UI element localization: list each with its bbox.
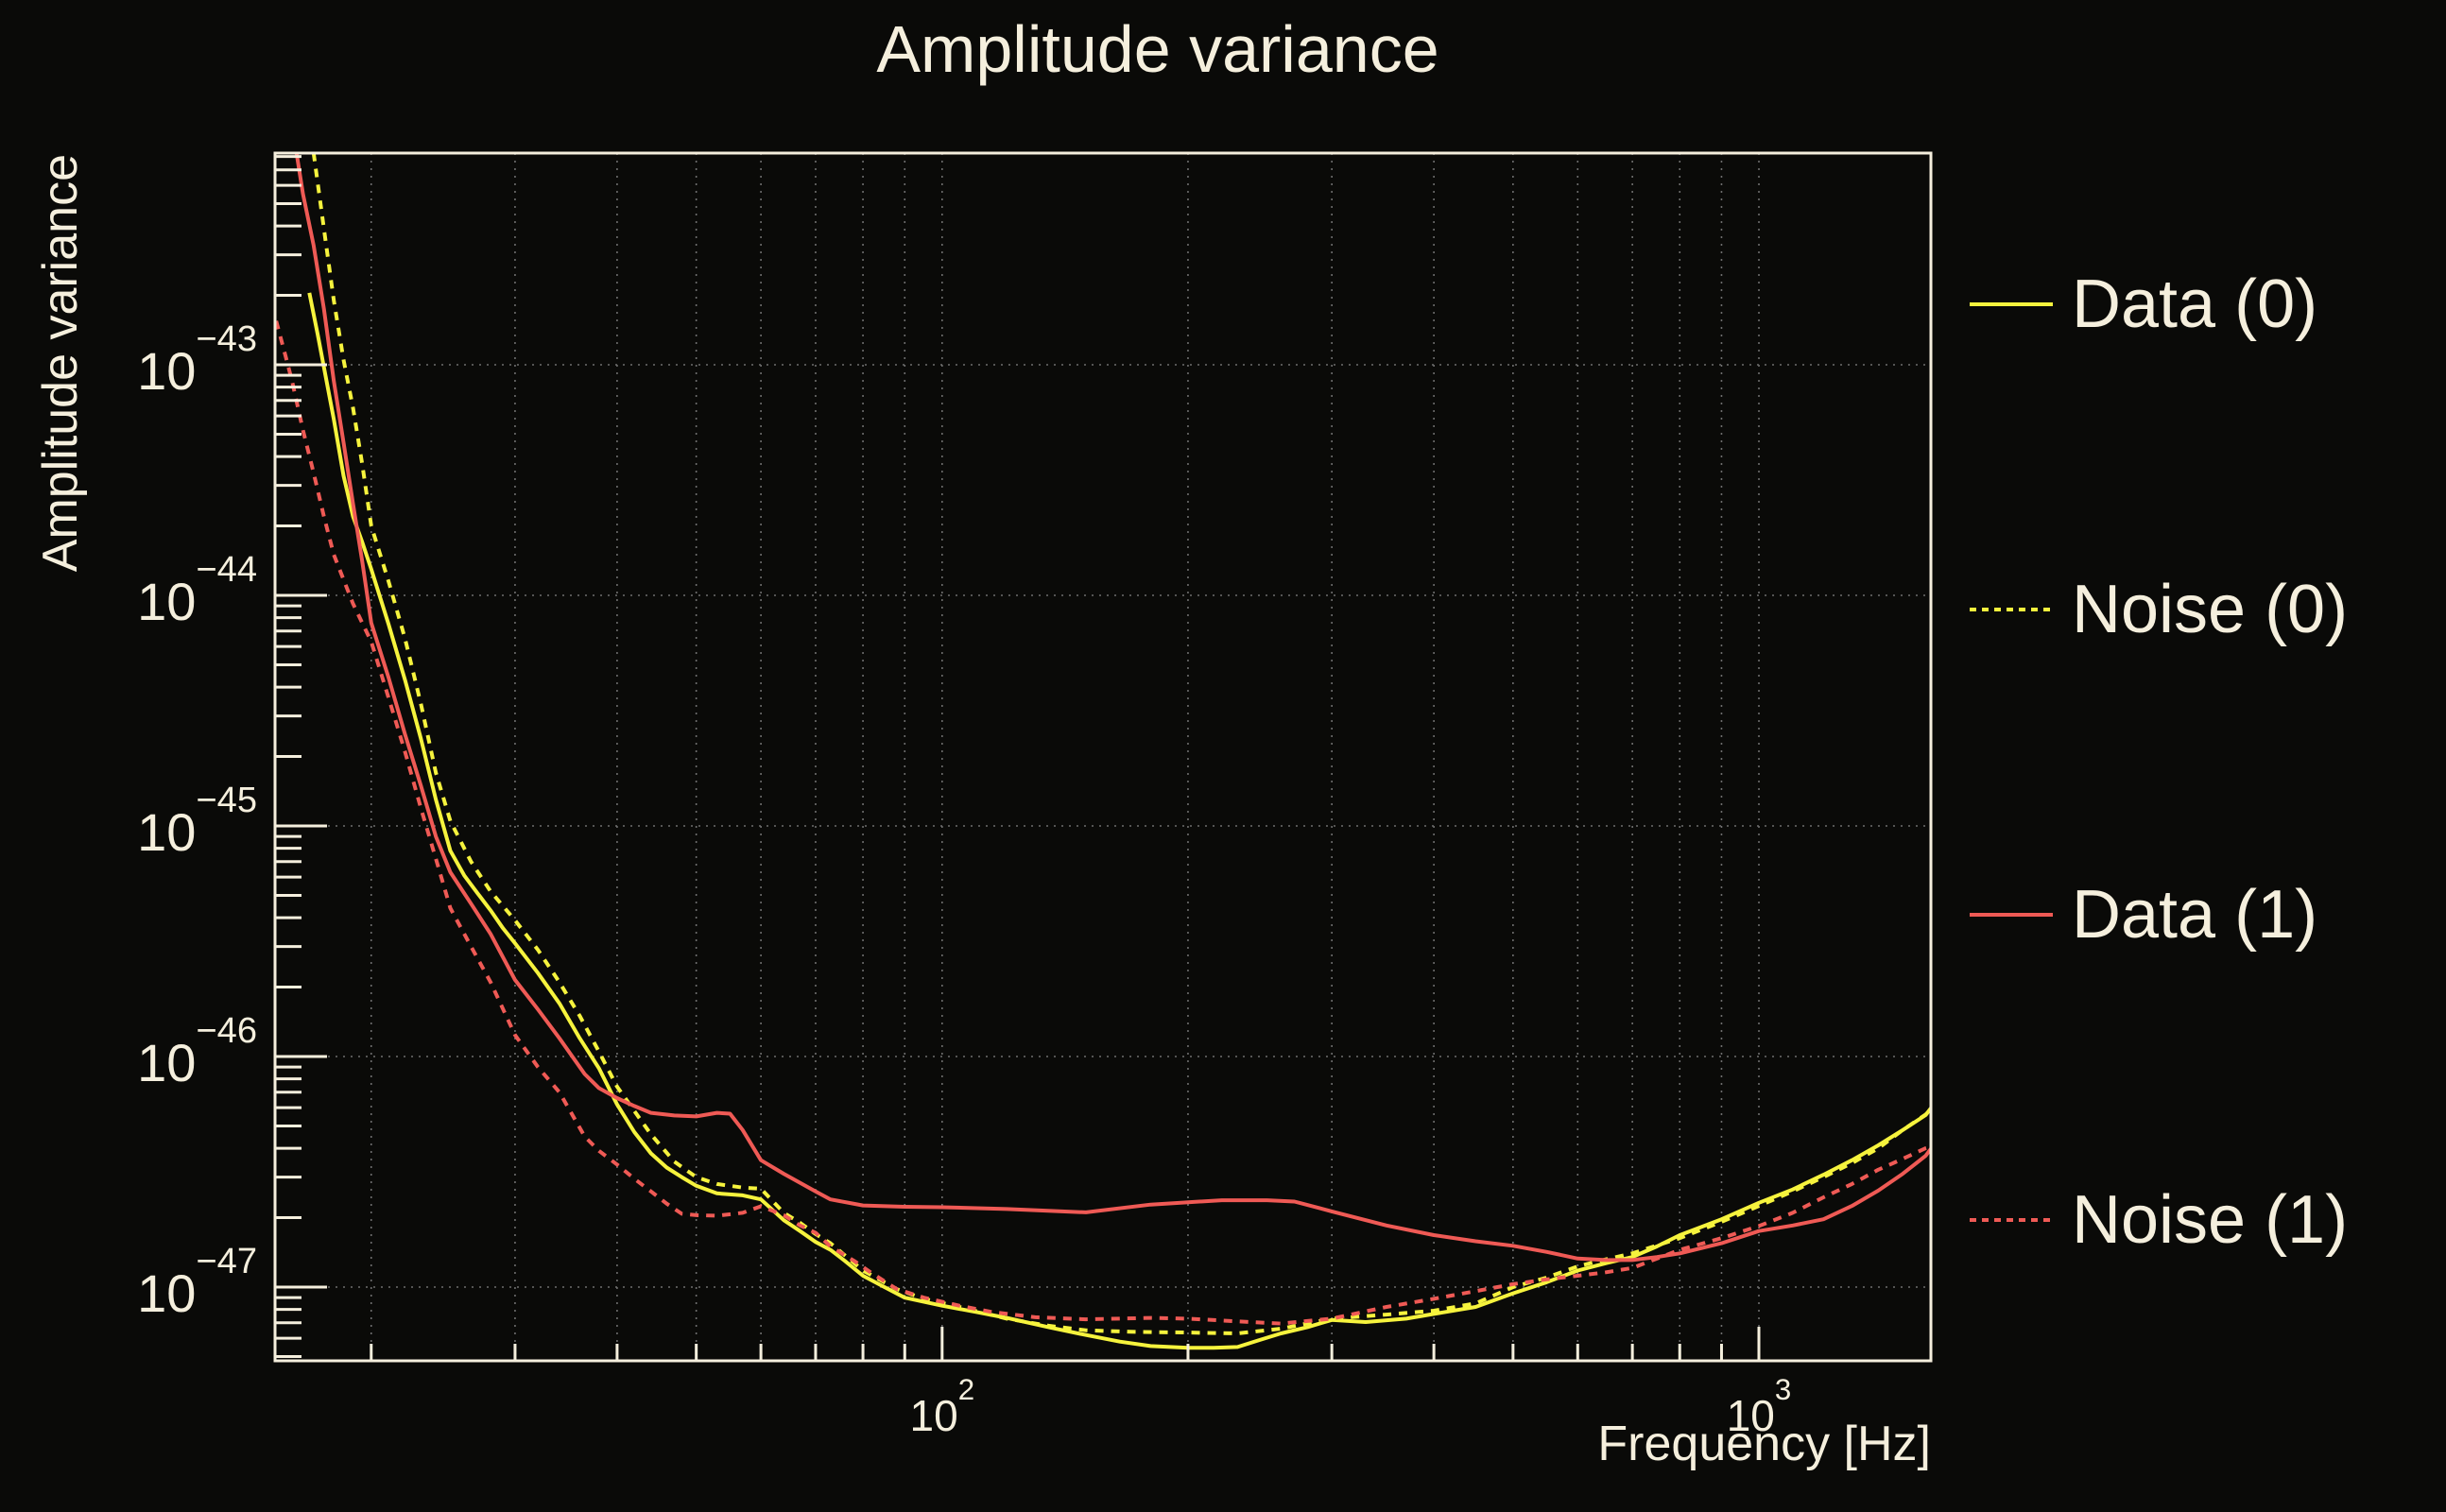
y-tick-label-1e-43: 10−43 <box>137 319 257 401</box>
curve-noise-1 <box>275 320 1931 1326</box>
y-axis-title: Amplitude variance <box>33 154 88 573</box>
axes <box>273 151 1933 1363</box>
curve-data-0 <box>307 292 1931 1350</box>
curves <box>275 153 1931 1350</box>
plot-frame <box>273 151 1933 1363</box>
curve-data-1 <box>294 153 1931 1263</box>
x-tick-label-1e3: 103 <box>1726 1372 1792 1441</box>
plot-title: Amplitude variance <box>876 12 1439 86</box>
y-tick-label-1e-46: 10−46 <box>137 1011 257 1092</box>
x-tick-label-1e2: 102 <box>909 1372 975 1441</box>
gridlines <box>275 153 1931 1361</box>
curve-noise-0 <box>311 153 1931 1335</box>
y-tick-label-1e-44: 10−44 <box>137 550 257 631</box>
y-tick-label-1e-45: 10−45 <box>137 781 257 862</box>
x-axis-title: Frequency [Hz] <box>1597 1417 1931 1471</box>
y-tick-label-1e-47: 10−47 <box>137 1242 257 1323</box>
